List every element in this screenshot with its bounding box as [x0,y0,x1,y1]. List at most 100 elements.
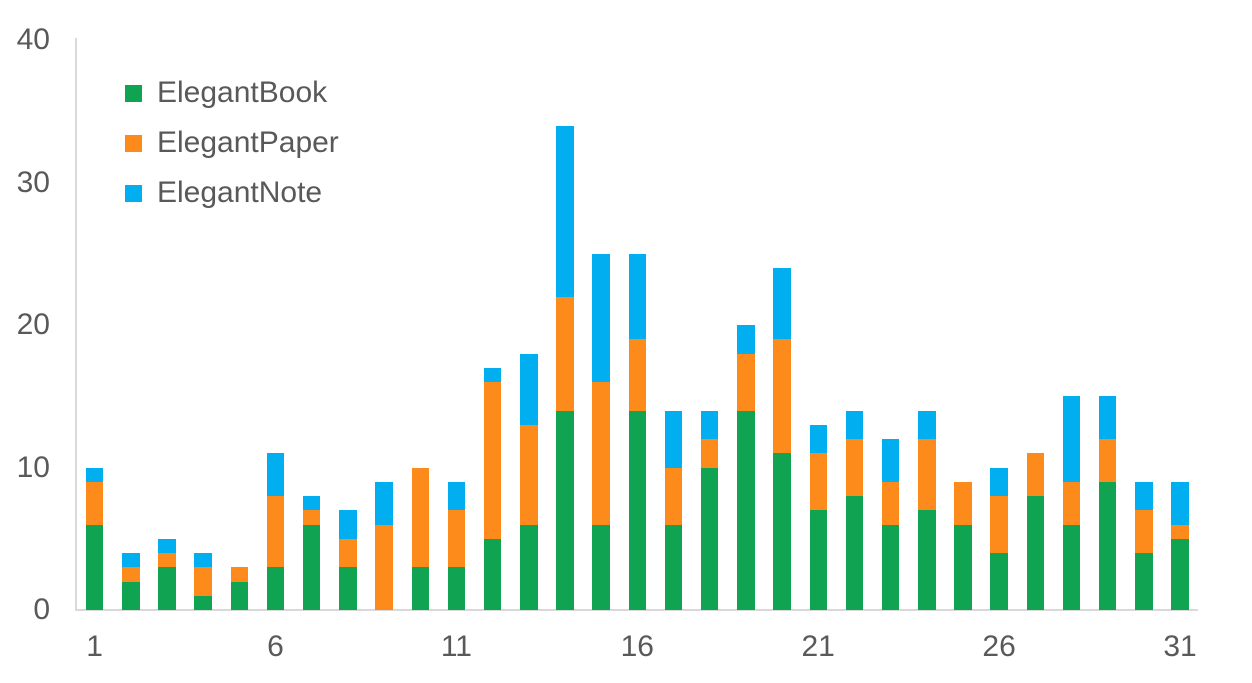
bar-segment-day7-elegantpaper [302,510,321,525]
bar-segment-day24-elegantpaper [918,439,936,511]
y-tick-label-0: 0 [33,593,50,626]
bar-segment-day22-elegantpaper [845,439,864,496]
bar-segment-day17-elegantpaper [664,467,683,525]
bar-segment-day3-elegantnote [158,538,176,554]
bar-segment-day13-elegantnote [520,353,538,425]
bar-segment-day31-elegantnote [1171,481,1189,525]
bar-segment-day30-elegantpaper [1135,510,1153,554]
x-tick-label-21: 21 [801,630,835,663]
bar-segment-day10-elegantbook [411,567,429,611]
bar-segment-day4-elegantpaper [194,567,212,596]
x-axis-line [76,609,1198,611]
bar-segment-day1-elegantnote [85,467,104,482]
bar-segment-day22-elegantnote [845,410,864,439]
bar-segment-day12-elegantpaper [483,382,502,539]
bar-segment-day23-elegantnote [881,439,900,482]
bar-segment-day18-elegantnote [700,410,719,439]
bar-segment-day25-elegantpaper [954,481,972,525]
bar-segment-day6-elegantbook [266,567,285,611]
x-tick-label-1: 1 [86,630,103,663]
y-tick-label-30: 30 [16,165,50,199]
bar-segment-day28-elegantbook [1062,524,1081,610]
bar-segment-day28-elegantnote [1062,396,1081,482]
bar-segment-day16-elegantpaper [628,339,647,411]
bar-segment-day24-elegantnote [918,410,936,439]
bar-segment-day1-elegantbook [85,524,104,610]
bar-segment-day22-elegantbook [845,496,864,610]
bar-segment-day26-elegantbook [990,553,1008,610]
bar-segment-day26-elegantnote [990,467,1008,496]
bar-segment-day29-elegantnote [1098,396,1117,440]
bar-segment-day23-elegantbook [881,524,900,610]
bar-segment-day11-elegantbook [447,567,466,611]
bar-segment-day4-elegantnote [194,553,212,568]
bar-segment-day19-elegantnote [737,325,755,354]
bar-segment-day28-elegantpaper [1062,481,1081,525]
y-tick-label-10: 10 [16,450,50,484]
bar-segment-day21-elegantbook [809,510,827,611]
elegantnote-swatch-icon [125,184,142,202]
elegantpaper-swatch-icon [125,134,142,152]
bar-segment-day19-elegantpaper [737,353,755,411]
bar-segment-day18-elegantpaper [700,439,719,468]
bar-segment-day17-elegantbook [664,524,683,610]
bar-segment-day18-elegantbook [700,467,719,610]
legend-item-elegantbook: ElegantBook [125,77,339,109]
bar-segment-day15-elegantbook [592,524,610,610]
bar-segment-day3-elegantbook [158,567,176,611]
bar-segment-day7-elegantnote [302,496,321,511]
bar-segment-day8-elegantpaper [339,538,357,568]
bar-segment-day25-elegantbook [954,524,972,610]
bar-segment-day27-elegantbook [1026,496,1044,610]
legend-item-elegantpaper: ElegantPaper [125,127,339,159]
legend-label-elegantnote: ElegantNote [157,176,323,209]
bar-segment-day6-elegantpaper [266,496,285,568]
bar-segment-day1-elegantpaper [85,481,104,525]
bar-segment-day7-elegantbook [302,524,321,610]
bar-segment-day6-elegantnote [266,453,285,497]
bar-segment-day16-elegantbook [628,410,647,610]
bar-segment-day2-elegantbook [122,581,140,610]
bar-segment-day24-elegantbook [918,510,936,611]
x-tick-label-6: 6 [267,630,284,663]
bar-segment-day12-elegantbook [483,538,502,611]
bar-segment-day31-elegantpaper [1171,524,1189,539]
elegantbook-swatch-icon [125,84,142,102]
bar-segment-day12-elegantnote [483,367,502,383]
bar-segment-day14-elegantbook [556,410,574,610]
legend-item-elegantnote: ElegantNote [125,177,339,209]
bar-segment-day20-elegantbook [773,453,791,611]
bar-segment-day11-elegantpaper [447,510,466,568]
bar-segment-day11-elegantnote [447,481,466,511]
x-tick-label-26: 26 [982,630,1016,663]
y-axis-line [75,38,77,611]
bar-segment-day8-elegantbook [339,567,357,611]
bar-segment-day26-elegantpaper [990,496,1008,553]
x-tick-label-31: 31 [1163,630,1197,663]
bar-segment-day5-elegantbook [230,581,249,610]
bar-segment-day2-elegantnote [122,553,140,568]
legend-label-elegantpaper: ElegantPaper [157,126,339,159]
bar-segment-day30-elegantnote [1135,481,1153,511]
bar-segment-day9-elegantnote [375,481,393,525]
bar-segment-day20-elegantnote [773,268,791,340]
bar-segment-day4-elegantbook [194,595,212,611]
bar-segment-day10-elegantpaper [411,467,429,568]
bar-segment-day30-elegantbook [1135,553,1153,610]
bar-segment-day3-elegantpaper [158,553,176,568]
bar-segment-day13-elegantbook [520,524,538,610]
bar-segment-day31-elegantbook [1171,538,1189,611]
bar-segment-day2-elegantpaper [122,567,140,582]
bar-segment-day16-elegantnote [628,253,647,340]
bar-segment-day17-elegantnote [664,410,683,468]
bar-segment-day9-elegantpaper [375,524,393,610]
bar-segment-day13-elegantpaper [520,424,538,525]
bar-segment-day5-elegantpaper [230,567,249,582]
bar-segment-day14-elegantnote [556,125,574,297]
bar-segment-day19-elegantbook [737,410,755,610]
y-tick-label-40: 40 [16,23,50,56]
bar-segment-day21-elegantnote [809,424,827,454]
bar-segment-day27-elegantpaper [1026,453,1044,497]
x-tick-label-11: 11 [440,630,472,663]
